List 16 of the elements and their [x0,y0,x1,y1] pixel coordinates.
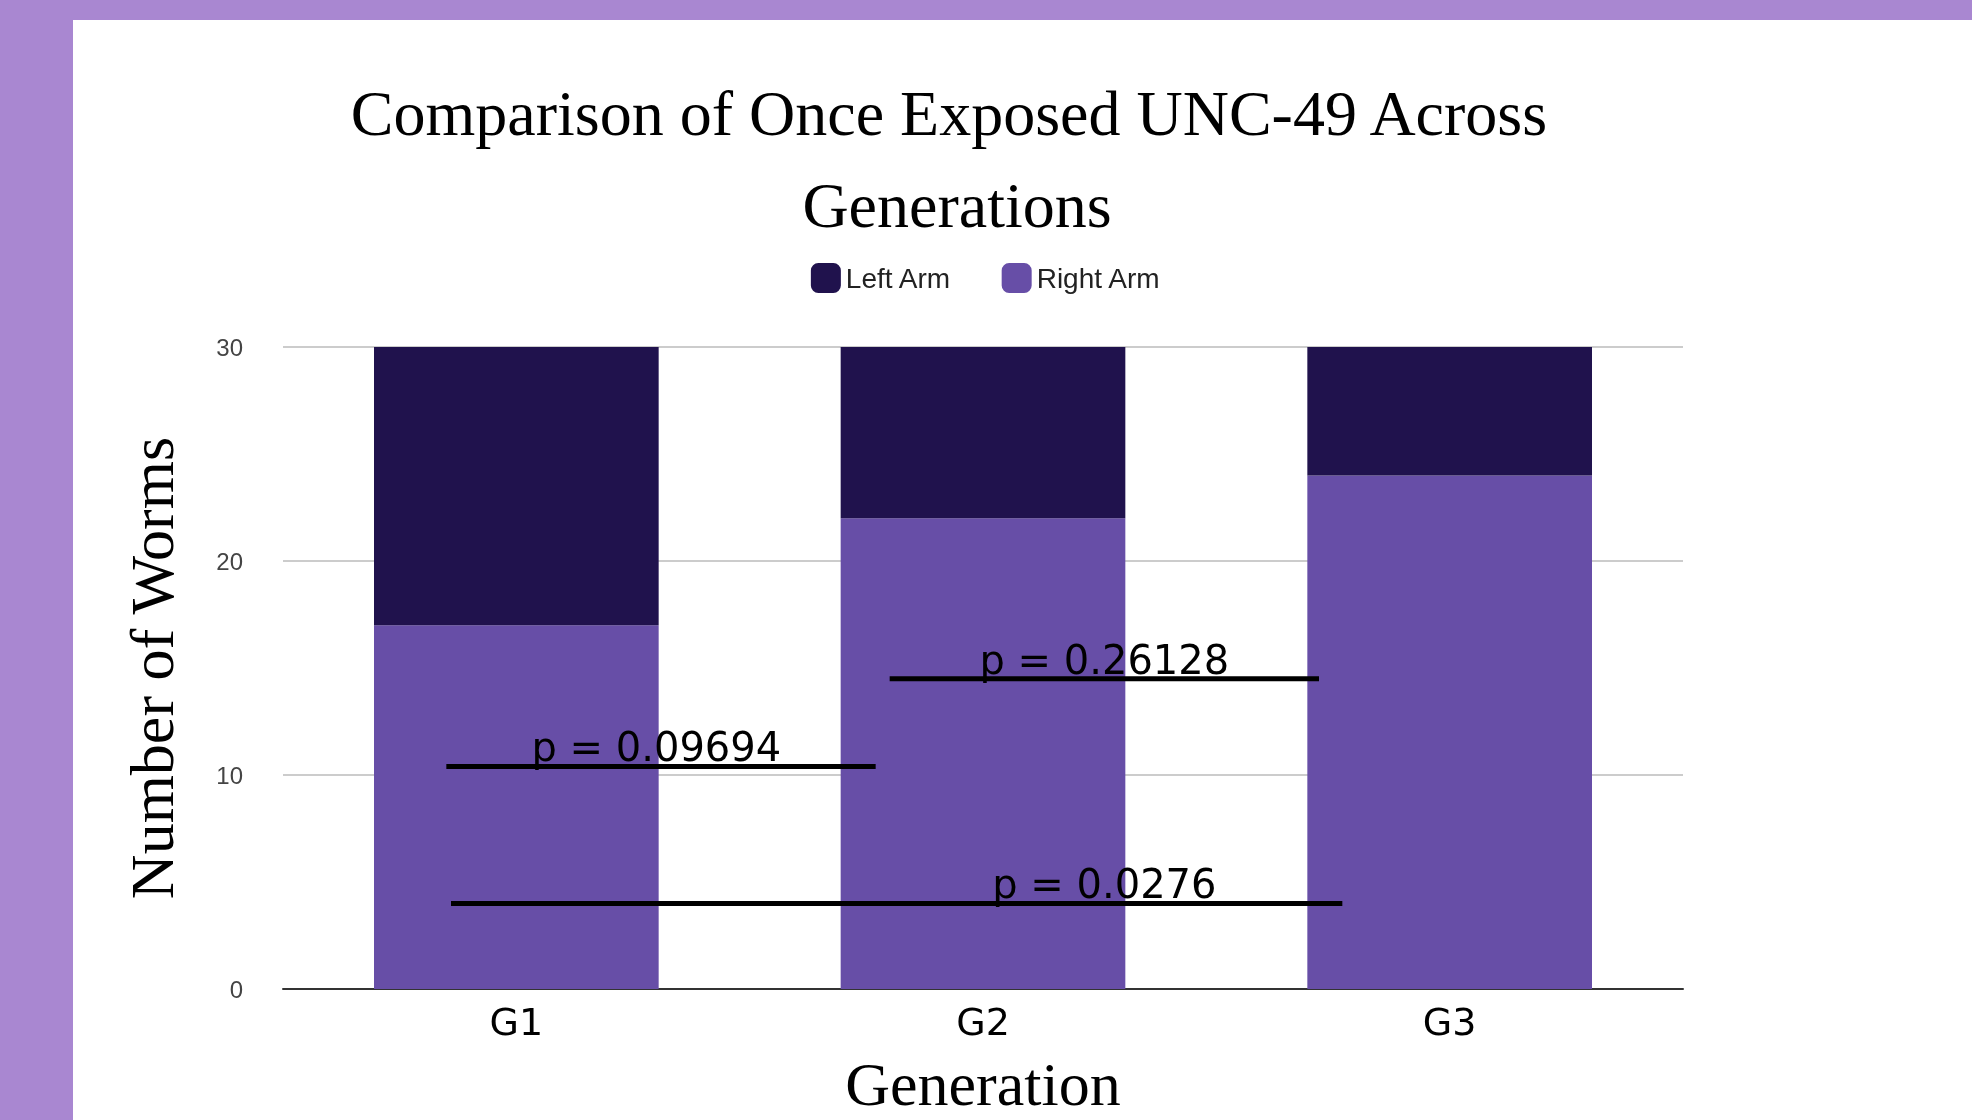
legend-label: Right Arm [1036,262,1160,294]
chart-title: Comparison of Once Exposed UNC-49 Across Generations [350,77,1564,241]
y-tick-label: 20 [216,547,243,575]
x-tick-label: G1 [489,1000,544,1044]
legend-label: Left Arm [845,262,951,294]
bar [1307,475,1592,989]
bar [1307,347,1592,476]
x-tick-label: G3 [1422,1000,1477,1044]
y-axis-title: Number of Worms [118,436,186,900]
x-axis-title: Generation [845,1050,1121,1118]
bar [840,347,1126,519]
x-tick-label: G2 [956,1000,1010,1044]
y-tick-label: 0 [229,975,243,1003]
bar [374,347,659,626]
y-tick-label: 30 [216,333,243,361]
y-tick-label: 10 [216,761,243,789]
